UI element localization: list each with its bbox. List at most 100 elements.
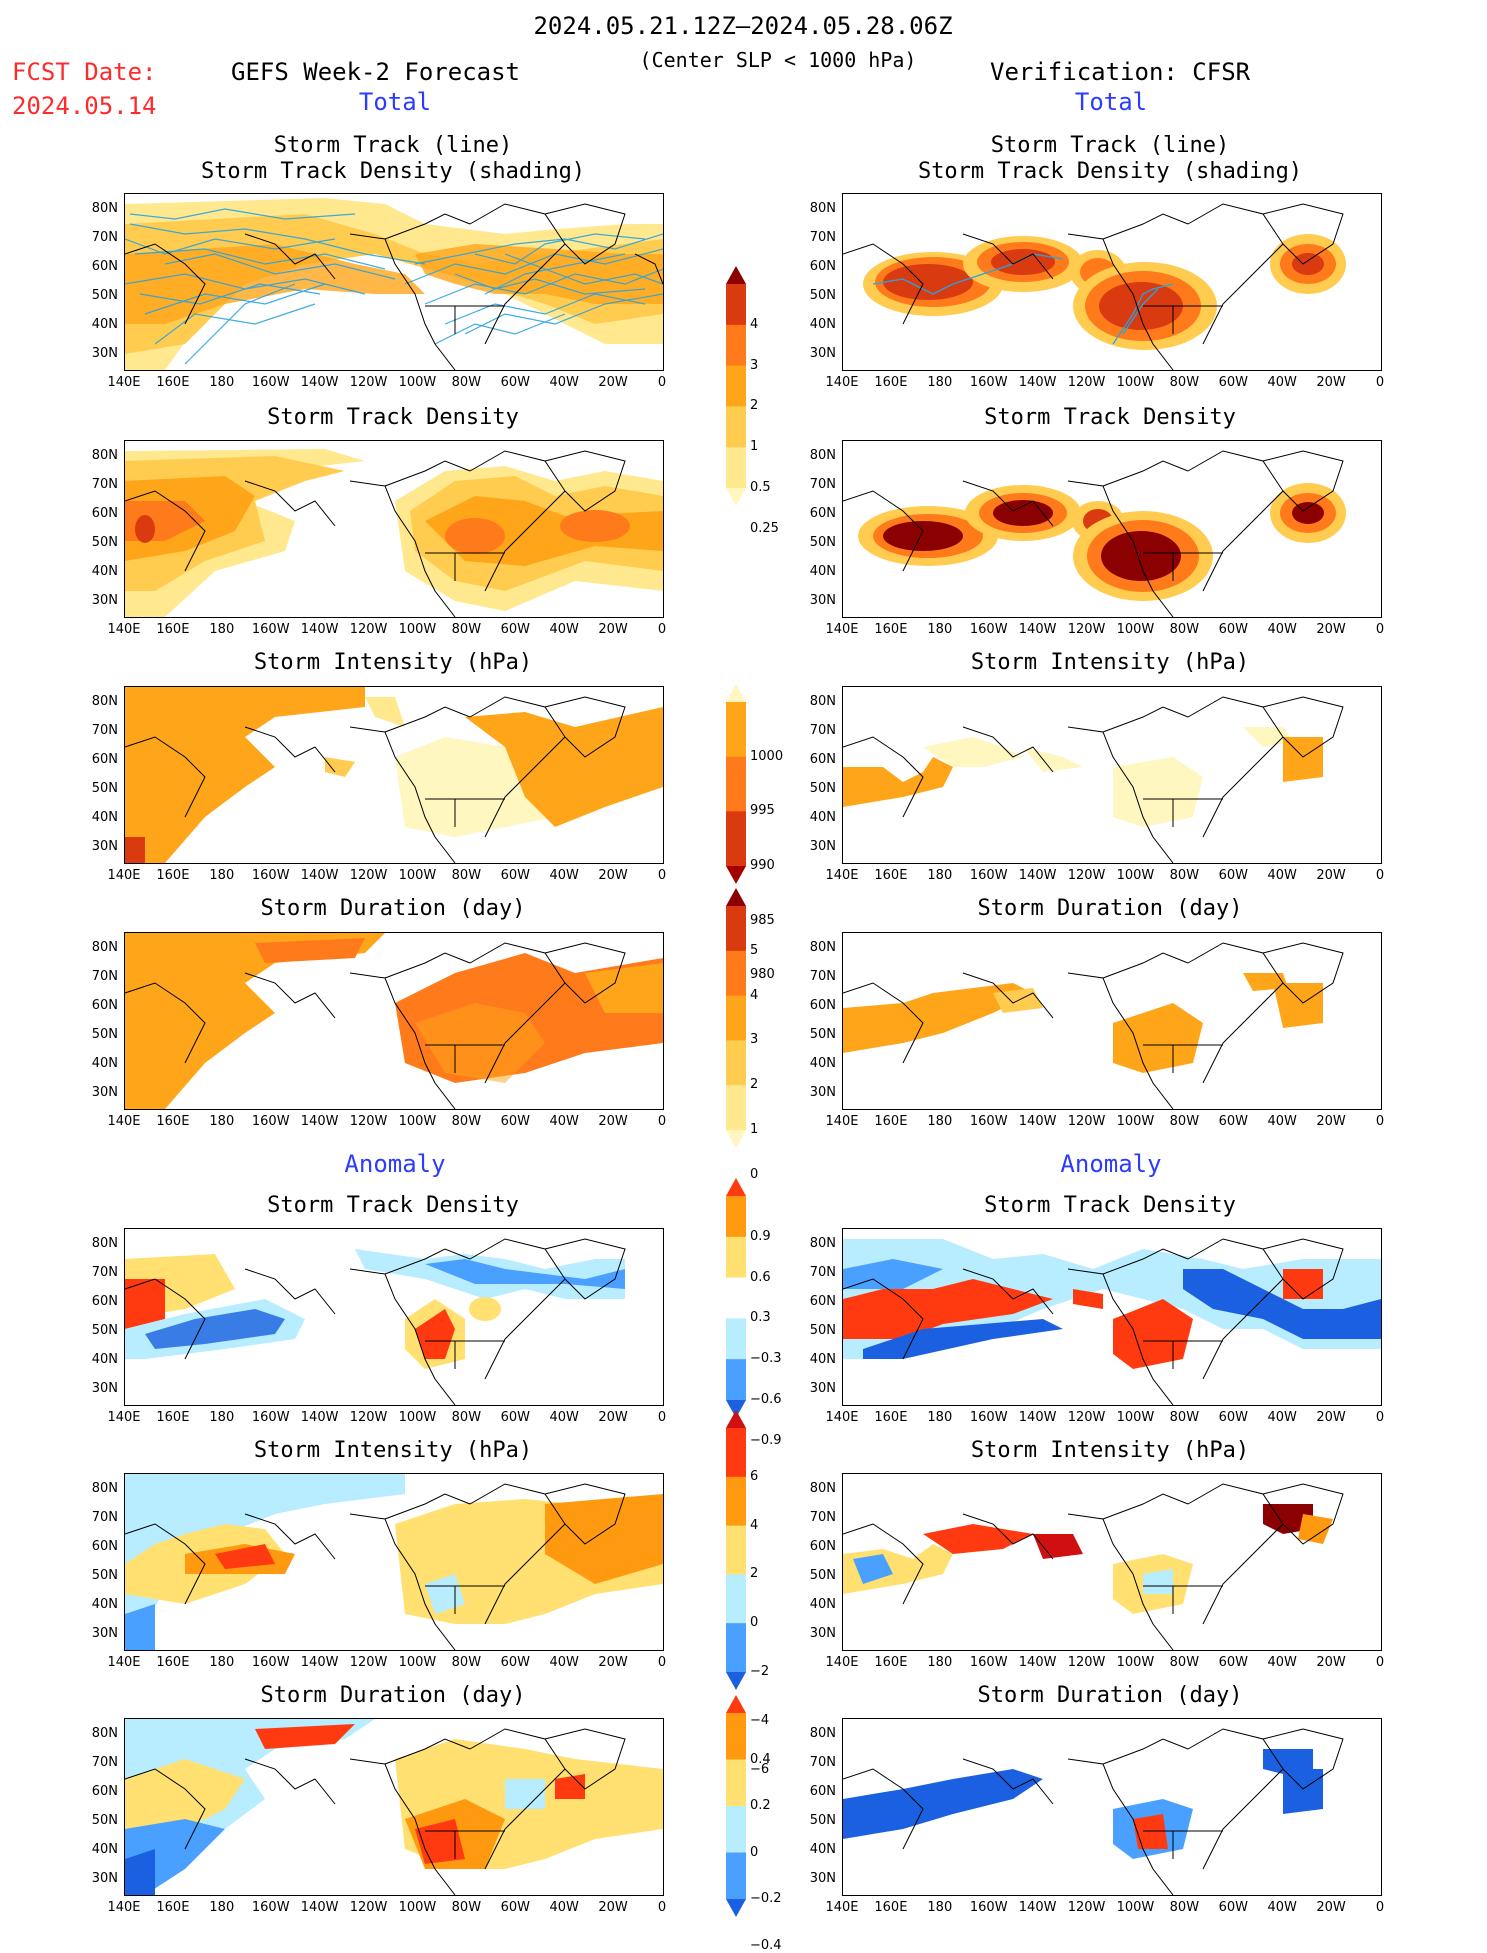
lat-tick-label: 40N xyxy=(91,1352,118,1367)
lon-tick-label: 80W xyxy=(451,1114,482,1129)
lon-tick-label: 160W xyxy=(969,375,1008,390)
lon-tick-label: 180 xyxy=(209,1655,235,1670)
lon-tick-label: 140E xyxy=(825,1655,859,1670)
lon-tick-label: 140E xyxy=(825,1114,859,1129)
lon-tick-label: 160W xyxy=(251,1900,290,1915)
lat-tick-label: 70N xyxy=(809,1755,836,1770)
lat-tick-label: 40N xyxy=(809,1056,836,1071)
colorbar-swatch xyxy=(726,1623,746,1673)
lon-tick-label: 100W xyxy=(398,375,437,390)
lon-tick-label: 140E xyxy=(825,1410,859,1425)
colorbar-label: 0.6 xyxy=(750,1269,771,1285)
colorbar-swatch xyxy=(726,950,746,997)
colorbar-label: 0.3 xyxy=(750,1310,771,1326)
lat-tick-label: 60N xyxy=(91,1539,118,1554)
lon-tick-label: 40W xyxy=(549,1655,579,1670)
lat-tick-label: 50N xyxy=(91,1813,118,1828)
lat-tick-label: 40N xyxy=(91,564,118,579)
lon-tick-label: 120W xyxy=(349,1900,388,1915)
lat-tick-label: 60N xyxy=(809,259,836,274)
lat-tick-label: 80N xyxy=(91,1726,118,1741)
lon-tick-label: 80W xyxy=(1169,1410,1200,1425)
lon-tick-label: 140W xyxy=(300,1655,339,1670)
map-track-line-forecast xyxy=(124,193,664,371)
lon-tick-label: 140E xyxy=(107,622,141,637)
lon-tick-label: 120W xyxy=(349,868,388,883)
lon-tick-label: 40W xyxy=(1267,1655,1297,1670)
lon-tick-label: 160W xyxy=(251,1114,290,1129)
lat-tick-label: 70N xyxy=(91,969,118,984)
colorbar-label: 1 xyxy=(750,1122,759,1137)
lon-tick-label: 180 xyxy=(209,375,235,390)
lon-tick-label: 60W xyxy=(500,868,530,883)
lon-tick-label: 140E xyxy=(825,868,859,883)
lon-tick-label: 40W xyxy=(549,868,579,883)
lon-tick-label: 120W xyxy=(1067,1410,1106,1425)
lon-tick-label: 40W xyxy=(1267,1900,1297,1915)
colorbar-swatch xyxy=(726,488,746,506)
map-intensity-verification xyxy=(842,686,1382,864)
colorbar-label: 980 xyxy=(750,967,775,983)
lon-tick-label: 160W xyxy=(251,375,290,390)
lon-tick-label: 140W xyxy=(300,375,339,390)
colorbar-swatch xyxy=(726,684,746,702)
lon-tick-label: 140E xyxy=(825,375,859,390)
lat-tick-label: 70N xyxy=(91,1755,118,1770)
lon-tick-label: 0 xyxy=(1375,622,1385,637)
left-model-title: GEFS Week-2 Forecast xyxy=(231,58,520,86)
lon-tick-label: 140W xyxy=(300,1410,339,1425)
colorbar-swatch xyxy=(726,447,746,489)
lon-tick-label: 60W xyxy=(1218,1410,1248,1425)
colorbar-swatch xyxy=(726,1410,746,1428)
lon-tick-label: 160E xyxy=(874,1655,908,1670)
lon-tick-label: 0 xyxy=(657,622,667,637)
lon-tick-label: 20W xyxy=(598,622,628,637)
lon-tick-label: 100W xyxy=(398,1114,437,1129)
lon-tick-label: 0 xyxy=(1375,1114,1385,1129)
lon-tick-label: 80W xyxy=(1169,1114,1200,1129)
lon-tick-label: 160E xyxy=(156,622,190,637)
lat-tick-label: 80N xyxy=(91,448,118,463)
lat-tick-label: 70N xyxy=(91,1265,118,1280)
colorbar-label: 3 xyxy=(750,1032,759,1048)
colorbar-label: 985 xyxy=(750,912,775,928)
lon-tick-label: 180 xyxy=(927,375,953,390)
lon-tick-label: 180 xyxy=(927,1410,953,1425)
lon-tick-label: 140W xyxy=(300,1114,339,1129)
lon-tick-label: 100W xyxy=(1116,1655,1155,1670)
lon-tick-label: 180 xyxy=(209,1410,235,1425)
lon-tick-label: 60W xyxy=(500,375,530,390)
lat-tick-label: 60N xyxy=(809,1294,836,1309)
lat-tick-label: 30N xyxy=(91,1085,118,1100)
map-duration-verification xyxy=(842,932,1382,1110)
lon-tick-label: 60W xyxy=(1218,622,1248,637)
map-anom-duration-forecast xyxy=(124,1718,664,1896)
lat-tick-label: 80N xyxy=(809,1726,836,1741)
lat-tick-label: 60N xyxy=(91,259,118,274)
lat-tick-label: 60N xyxy=(91,1294,118,1309)
colorbar-swatch xyxy=(726,1236,746,1279)
lat-tick-label: 50N xyxy=(809,288,836,303)
lon-tick-label: 140E xyxy=(107,1114,141,1129)
colorbar-label: 1000 xyxy=(750,748,784,764)
lon-tick-label: 140E xyxy=(825,1900,859,1915)
lat-tick-label: 70N xyxy=(809,969,836,984)
lat-tick-label: 40N xyxy=(91,317,118,332)
lon-tick-label: 100W xyxy=(398,622,437,637)
right-total-label: Total xyxy=(1074,88,1148,116)
lon-tick-label: 140E xyxy=(107,1410,141,1425)
colorbar-label: 0 xyxy=(750,1166,759,1182)
colorbar-swatch xyxy=(726,1428,746,1478)
lon-tick-label: 160E xyxy=(156,1655,190,1670)
colorbar-label: −0.4 xyxy=(750,1937,782,1953)
lon-tick-label: 80W xyxy=(1169,868,1200,883)
colorbar-label: 995 xyxy=(750,803,775,819)
map-anom-intensity-forecast xyxy=(124,1473,664,1651)
lon-tick-label: 60W xyxy=(500,622,530,637)
lon-tick-label: 120W xyxy=(349,375,388,390)
lon-tick-label: 100W xyxy=(398,1410,437,1425)
title-anom-density-left: Storm Track Density xyxy=(267,1193,519,1218)
lon-tick-label: 20W xyxy=(1316,375,1346,390)
lon-tick-label: 0 xyxy=(657,1655,667,1670)
lon-tick-label: 40W xyxy=(549,622,579,637)
